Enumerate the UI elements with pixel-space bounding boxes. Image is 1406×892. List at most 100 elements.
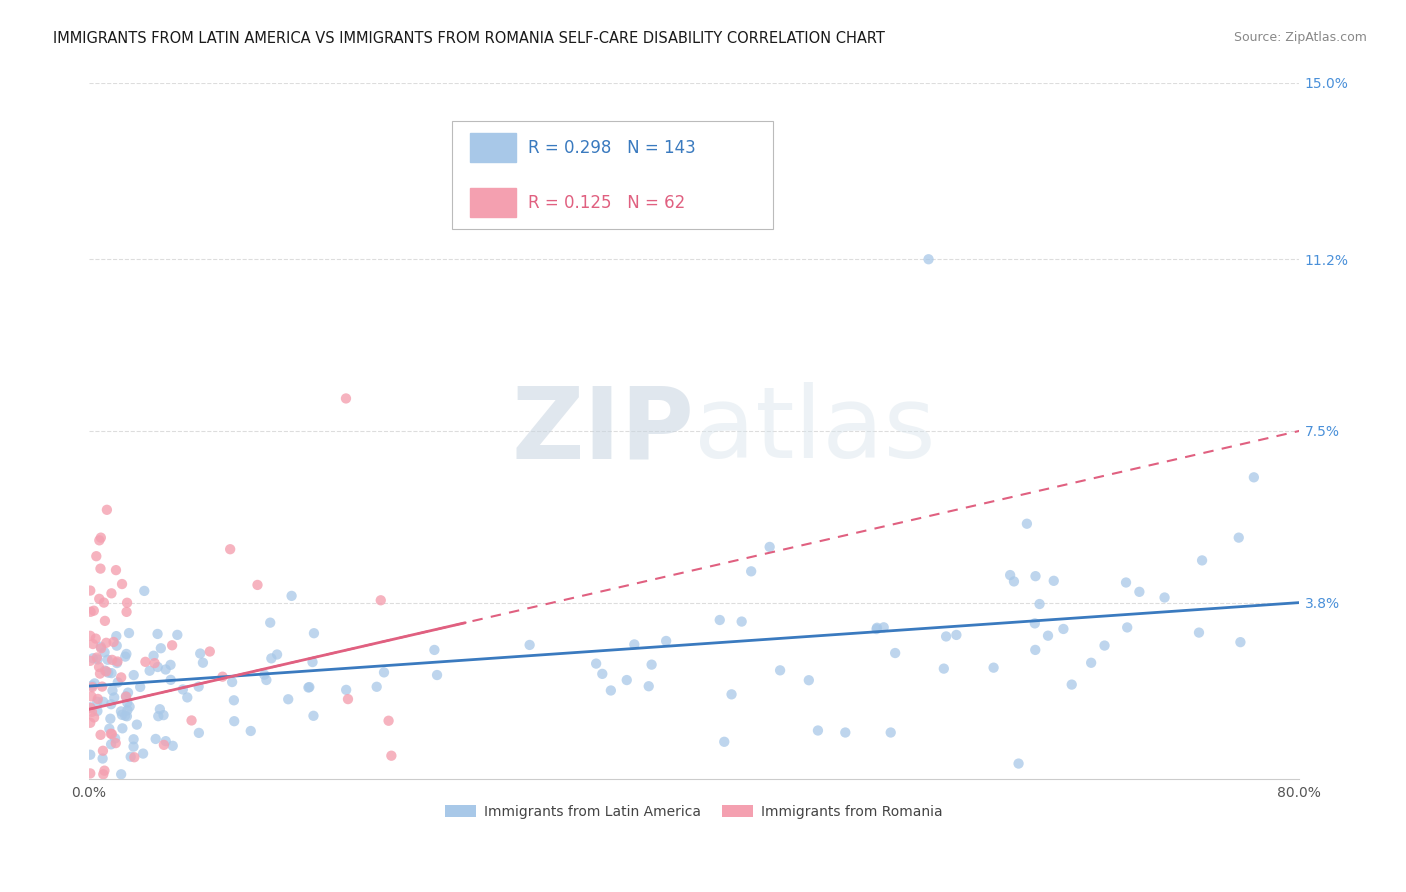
Point	[90, 641, 112, 656]
Point	[149, 641, 172, 656]
Point	[93, 645, 115, 659]
Point	[585, 657, 607, 671]
Point	[720, 687, 742, 701]
Point	[1007, 756, 1029, 771]
Point	[79, 747, 101, 762]
Point	[100, 697, 122, 711]
Point	[155, 734, 177, 748]
Point	[222, 693, 245, 707]
Point	[124, 750, 146, 764]
Point	[884, 646, 907, 660]
Point	[302, 708, 325, 723]
Point	[90, 531, 112, 545]
Point	[93, 596, 115, 610]
Bar	[470, 188, 516, 218]
Point	[655, 634, 678, 648]
Point	[125, 717, 148, 731]
Point	[591, 666, 613, 681]
Point	[111, 722, 134, 736]
Point	[138, 664, 160, 678]
Point	[80, 679, 103, 693]
Point	[80, 690, 103, 704]
Point	[1052, 622, 1074, 636]
Point	[79, 629, 101, 643]
Point	[83, 710, 105, 724]
Point	[79, 766, 101, 780]
Point	[103, 635, 125, 649]
Point	[97, 665, 120, 680]
Point	[519, 638, 541, 652]
Point	[82, 637, 104, 651]
Point	[115, 696, 138, 710]
Point	[246, 578, 269, 592]
Point	[873, 620, 896, 634]
Point	[100, 726, 122, 740]
Point	[224, 714, 246, 729]
Point	[86, 695, 108, 709]
Point	[79, 701, 101, 715]
Point	[143, 656, 166, 670]
Point	[599, 683, 621, 698]
Point	[616, 673, 638, 687]
Point	[110, 767, 132, 781]
Point	[219, 542, 242, 557]
Point	[115, 596, 138, 610]
Point	[110, 705, 132, 719]
Point	[187, 726, 209, 740]
Point	[1060, 677, 1083, 691]
Point	[120, 749, 142, 764]
Point	[866, 621, 889, 635]
Point	[253, 667, 276, 681]
Point	[159, 673, 181, 687]
Point	[1024, 643, 1046, 657]
Point	[730, 615, 752, 629]
Point	[134, 583, 156, 598]
Point	[298, 680, 321, 694]
Point	[101, 727, 124, 741]
Point	[93, 764, 115, 778]
Point	[769, 664, 792, 678]
Point	[118, 699, 141, 714]
Point	[96, 636, 118, 650]
Point	[96, 665, 118, 679]
Point	[191, 656, 214, 670]
Text: ZIP: ZIP	[512, 383, 695, 479]
Point	[80, 705, 103, 719]
Point	[111, 577, 134, 591]
Point	[89, 561, 111, 575]
Point	[114, 649, 136, 664]
Point	[377, 714, 399, 728]
Point	[79, 583, 101, 598]
Point	[153, 738, 176, 752]
Point	[146, 660, 169, 674]
Point	[187, 680, 209, 694]
Point	[807, 723, 830, 738]
Point	[917, 252, 939, 267]
Point	[1128, 584, 1150, 599]
Point	[166, 628, 188, 642]
Point	[82, 651, 104, 665]
Point	[301, 655, 323, 669]
Point	[91, 695, 114, 709]
Point	[98, 712, 121, 726]
Point	[110, 670, 132, 684]
Point	[640, 657, 662, 672]
Point	[90, 728, 112, 742]
Point	[335, 682, 357, 697]
Point	[82, 680, 104, 694]
Point	[100, 737, 122, 751]
Point	[1002, 574, 1025, 589]
Point	[104, 563, 127, 577]
Point	[1243, 470, 1265, 484]
Point	[758, 540, 780, 554]
Point	[142, 648, 165, 663]
Point	[86, 652, 108, 666]
Point	[115, 605, 138, 619]
Point	[260, 651, 283, 665]
Point	[1188, 625, 1211, 640]
Point	[104, 736, 127, 750]
Point	[97, 653, 120, 667]
Point	[709, 613, 731, 627]
Point	[380, 748, 402, 763]
Point	[117, 685, 139, 699]
